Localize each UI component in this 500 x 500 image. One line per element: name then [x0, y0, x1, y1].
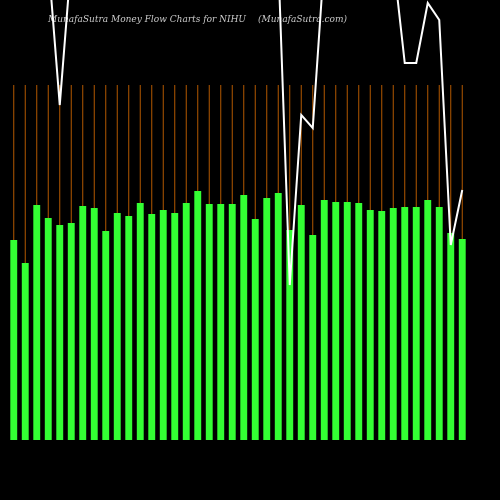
bar — [366, 210, 374, 440]
bar — [343, 202, 351, 440]
bar — [33, 205, 41, 440]
bar — [251, 219, 259, 440]
bar — [401, 207, 409, 440]
bar — [148, 214, 156, 440]
bar — [44, 218, 52, 440]
bar — [320, 200, 328, 440]
bar — [182, 203, 190, 440]
bar — [297, 205, 305, 440]
bar — [90, 208, 98, 440]
chart-title: MunafaSutra Money Flow Charts for NIHU — [47, 15, 246, 25]
bar — [125, 216, 133, 440]
bar — [458, 239, 466, 440]
bar — [159, 210, 167, 440]
bar — [136, 203, 144, 440]
bar — [217, 204, 225, 440]
bar — [424, 200, 432, 440]
bar — [10, 240, 18, 440]
bar — [332, 202, 340, 440]
bar — [447, 233, 455, 440]
bar — [79, 206, 87, 440]
bar — [194, 191, 202, 440]
bar — [309, 235, 317, 440]
bar — [435, 207, 443, 440]
bar — [171, 213, 179, 440]
bar — [355, 203, 363, 440]
bar — [67, 223, 75, 440]
bar — [21, 263, 29, 440]
bar — [56, 225, 64, 440]
bar — [412, 207, 420, 440]
bar — [205, 204, 213, 440]
bar — [228, 204, 236, 440]
bar — [240, 195, 248, 440]
bar — [274, 193, 282, 440]
bar — [286, 230, 294, 440]
bar — [389, 208, 397, 440]
bar — [102, 231, 110, 440]
bar — [113, 213, 121, 440]
chart-subtitle: (MunafaSutra.com) — [258, 14, 347, 25]
bar — [378, 211, 386, 440]
bar — [263, 198, 271, 440]
